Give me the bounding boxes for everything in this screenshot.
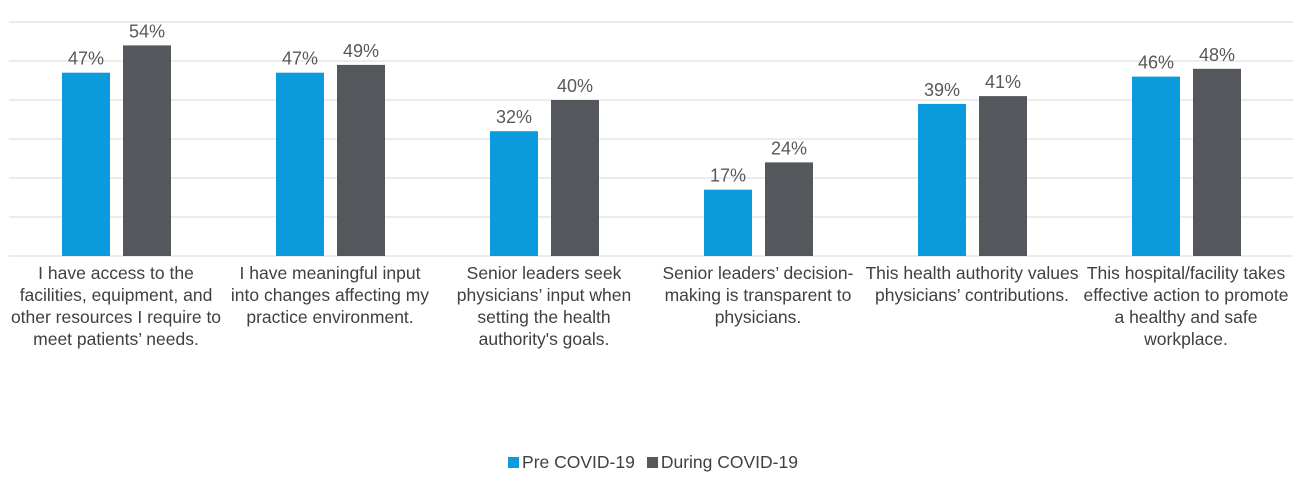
x-tick-label: I have access to the facilities, equipme…	[10, 263, 222, 349]
bar	[979, 96, 1027, 256]
x-tick-label: I have meaningful input into changes aff…	[230, 263, 430, 327]
bar	[765, 162, 813, 256]
data-label: 40%	[557, 76, 593, 96]
bar	[551, 100, 599, 256]
legend: Pre COVID-19 During COVID-19	[0, 452, 1306, 473]
legend-item: During COVID-19	[646, 452, 798, 473]
data-label: 32%	[496, 107, 532, 127]
bar	[704, 189, 752, 256]
data-label: 49%	[343, 41, 379, 61]
bar	[123, 45, 171, 257]
data-label: 41%	[985, 72, 1021, 92]
data-label: 47%	[68, 49, 104, 69]
data-label: 48%	[1199, 45, 1235, 65]
data-label: 47%	[282, 49, 318, 69]
data-label: 17%	[710, 166, 746, 186]
bar	[62, 72, 110, 256]
bar	[918, 103, 966, 257]
data-label: 54%	[129, 21, 165, 41]
x-tick-label: Senior leaders’ decision-making is trans…	[662, 263, 854, 327]
legend-swatch	[646, 457, 658, 468]
bar	[490, 131, 538, 256]
bar	[276, 72, 324, 256]
bar	[337, 64, 385, 257]
legend-swatch	[508, 457, 520, 468]
x-tick-label: This health authority values physicians’…	[865, 263, 1079, 305]
data-label: 46%	[1138, 53, 1174, 73]
legend-label: Pre COVID-19	[522, 452, 635, 472]
bar	[1132, 76, 1180, 256]
bar	[1193, 68, 1241, 256]
data-label: 39%	[924, 80, 960, 100]
legend-label: During COVID-19	[660, 452, 798, 472]
x-tick-label: Senior leaders seek physicians’ input wh…	[456, 263, 632, 349]
data-label: 24%	[771, 138, 807, 158]
x-tick-label: This hospital/facility takes effective a…	[1083, 263, 1289, 349]
legend-item: Pre COVID-19	[508, 452, 635, 473]
